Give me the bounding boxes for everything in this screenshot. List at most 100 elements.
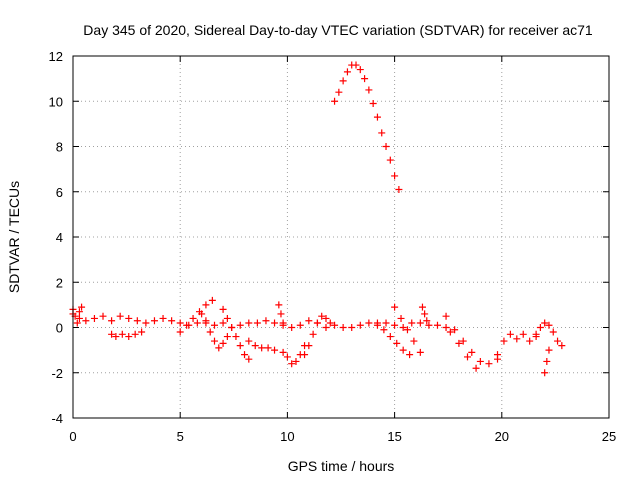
data-point: [168, 317, 176, 325]
data-point: [183, 321, 191, 329]
data-point: [380, 326, 388, 334]
data-point: [82, 317, 90, 325]
data-point: [378, 129, 386, 137]
data-point: [541, 369, 549, 377]
series-drop-7h: [219, 305, 253, 363]
data-point: [189, 314, 197, 322]
y-axis-label: SDTVAR / TECUs: [6, 181, 22, 293]
data-point: [202, 319, 210, 327]
series-dip-2h: [108, 328, 146, 341]
data-point: [296, 321, 304, 329]
data-point: [322, 324, 330, 331]
data-point: [391, 321, 399, 329]
data-point: [206, 328, 214, 336]
data-point: [543, 357, 551, 365]
data-point: [423, 317, 431, 325]
y-tick-label: -2: [51, 366, 63, 381]
data-point: [245, 319, 253, 327]
data-point: [271, 319, 279, 327]
grid-lines: [73, 56, 609, 418]
data-point: [142, 319, 150, 327]
data-point: [219, 339, 227, 347]
data-point: [202, 301, 210, 309]
series-dip-10h: [279, 342, 309, 368]
data-point: [150, 317, 158, 325]
data-point: [305, 342, 313, 350]
data-point: [211, 321, 219, 329]
data-point: [393, 339, 401, 347]
series-drop-14h: [373, 319, 414, 359]
series-descent-18h-b: [446, 328, 480, 372]
data-point: [90, 314, 98, 322]
data-point: [309, 330, 317, 338]
series-upper-arc: [331, 61, 403, 193]
data-point: [463, 353, 471, 361]
data-point: [485, 360, 493, 368]
data-point: [472, 364, 480, 372]
data-point: [446, 328, 454, 336]
data-point: [418, 303, 426, 311]
data-point: [382, 143, 390, 150]
data-point: [348, 324, 356, 331]
data-point: [476, 357, 484, 365]
data-point: [211, 337, 219, 345]
data-point: [500, 337, 508, 345]
data-point: [391, 172, 399, 180]
data-point: [373, 319, 381, 327]
data-point: [75, 308, 83, 316]
y-tick-label: 0: [56, 321, 63, 336]
data-point: [335, 88, 343, 96]
data-point: [343, 68, 351, 76]
data-point: [236, 321, 244, 329]
data-point: [264, 344, 272, 352]
data-point: [403, 326, 411, 334]
data-point: [288, 360, 296, 368]
data-point: [279, 348, 287, 356]
y-axis-ticks: -4 -2 0 2 4 6 8 10 12: [49, 49, 609, 426]
data-point: [288, 324, 296, 331]
y-tick-label: 4: [56, 230, 63, 245]
data-point: [451, 326, 459, 334]
data-point: [125, 333, 133, 341]
data-point: [116, 312, 124, 320]
data-point: [208, 296, 216, 304]
data-point: [373, 113, 381, 121]
data-point: [277, 310, 285, 318]
data-point: [133, 317, 141, 325]
data-point: [421, 310, 429, 318]
data-point: [513, 335, 521, 343]
data-point: [425, 321, 433, 329]
data-point: [408, 319, 416, 327]
data-point: [365, 86, 373, 94]
data-point: [258, 344, 266, 352]
data-point: [326, 319, 334, 327]
y-tick-label: 10: [49, 94, 63, 109]
data-point: [198, 310, 206, 318]
data-point: [356, 66, 364, 74]
data-point: [365, 319, 373, 327]
data-point: [131, 330, 139, 338]
data-point: [331, 97, 339, 105]
data-point: [275, 301, 283, 309]
data-point: [386, 156, 394, 164]
series-drop-15h: [391, 303, 424, 356]
data-point: [399, 346, 407, 354]
data-point: [361, 75, 369, 83]
data-point: [442, 312, 450, 320]
data-point: [279, 319, 287, 327]
data-point: [558, 342, 566, 350]
chart-title: Day 345 of 2020, Sidereal Day-to-day VTE…: [83, 22, 593, 38]
data-point: [554, 337, 562, 345]
data-point: [219, 305, 227, 313]
data-point: [545, 321, 553, 329]
x-tick-label: 10: [280, 429, 294, 444]
x-tick-label: 25: [602, 429, 616, 444]
series-tail-8h: [245, 337, 279, 354]
data-point: [283, 353, 291, 361]
data-point: [138, 328, 146, 336]
data-point: [506, 330, 514, 338]
data-point: [75, 314, 83, 322]
data-point: [433, 321, 441, 329]
y-tick-label: 2: [56, 275, 63, 290]
data-point: [99, 312, 107, 320]
